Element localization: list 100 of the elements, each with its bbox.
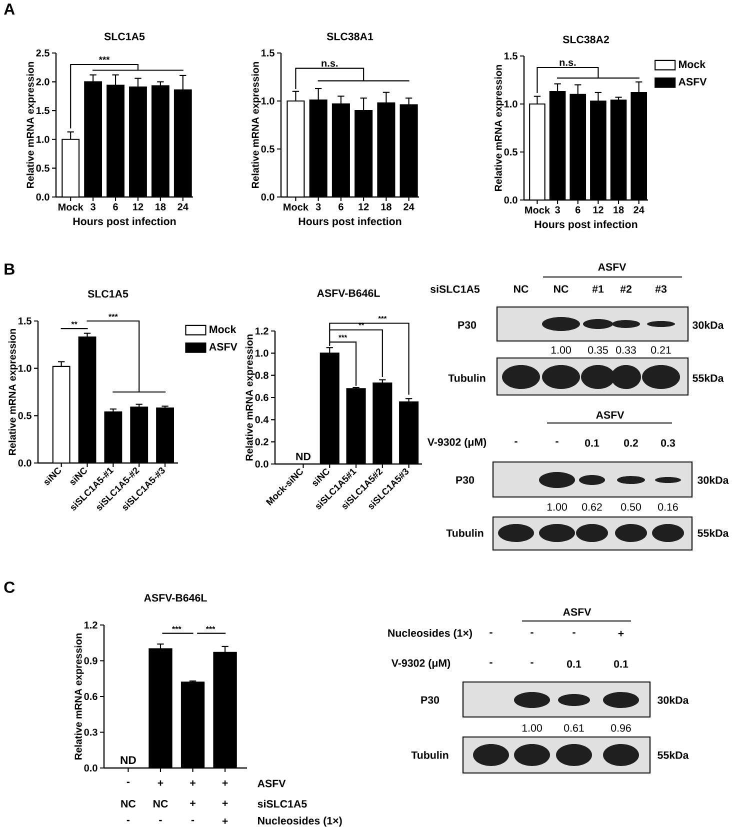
y-axis-title: Relative mRNA expression — [26, 62, 36, 188]
text: Tubulin — [448, 374, 486, 382]
text: siSLC1A5 — [258, 800, 307, 808]
y-tick-label: 1.0 — [36, 136, 50, 143]
x-tick-label: Mock — [525, 206, 550, 214]
text: siSLC1A5 — [430, 285, 480, 293]
text: - — [126, 820, 130, 822]
text: + — [222, 818, 228, 824]
x-tick-label: 3 — [90, 203, 96, 210]
text: #1 — [592, 285, 604, 293]
annotation: ** — [71, 321, 78, 324]
y-tick-label: 0.2 — [255, 438, 268, 446]
y-tick-label: 0.8 — [255, 372, 268, 379]
y-tick-label: 2.0 — [36, 78, 50, 86]
x-tick-label: 24 — [634, 206, 644, 214]
text: Nucleosides (1×) — [258, 816, 342, 827]
text: NC — [554, 285, 568, 293]
y-axis-title: Relative mRNA expression — [494, 65, 504, 191]
y-tick-label: 1.2 — [255, 328, 268, 334]
text: - — [490, 632, 492, 634]
annotation: *** — [206, 626, 216, 630]
y-tick-label: 0.0 — [18, 459, 32, 467]
text: NC — [514, 285, 528, 293]
annotation: ND — [120, 756, 136, 764]
text: 30kDa — [692, 321, 724, 329]
text: 0.3 — [661, 439, 676, 447]
text: - — [556, 441, 558, 443]
y-tick-label: 1.0 — [18, 364, 32, 372]
text: 0.21 — [651, 346, 671, 354]
x-tick-label: 3 — [316, 203, 321, 210]
text: B — [4, 264, 14, 275]
x-tick-label: 12 — [593, 206, 604, 214]
x-tick-label: Mock — [58, 203, 84, 211]
text: - — [530, 662, 534, 664]
annotation: ND — [296, 452, 310, 460]
annotation: *** — [172, 626, 182, 630]
y-tick-label: 0.3 — [84, 728, 98, 736]
text: + — [222, 800, 228, 806]
text: V-9302 (μM) — [391, 659, 450, 669]
chart-title: SLC1A5 — [104, 32, 145, 40]
text: #3 — [655, 285, 667, 293]
y-tick-label: 1.5 — [18, 318, 32, 324]
text: 0.1 — [614, 660, 628, 668]
text: + — [618, 630, 624, 636]
y-tick-label: 2.5 — [36, 49, 50, 57]
text: NC — [121, 800, 136, 808]
text: 55kDa — [658, 751, 689, 759]
text: P30 — [421, 696, 440, 704]
chart-title: SLC38A2 — [562, 36, 609, 44]
y-tick-label: 0.4 — [255, 416, 269, 424]
text: 1.00 — [522, 724, 542, 732]
legend-label: Mock — [210, 325, 236, 334]
text: 1.00 — [551, 346, 571, 354]
text: #2 — [620, 285, 632, 293]
legend-label: ASFV — [678, 78, 707, 86]
x-tick-label: 18 — [156, 203, 166, 210]
y-tick-label: 0.0 — [36, 193, 50, 201]
legend-label: Mock — [679, 60, 706, 68]
y-tick-label: 0.6 — [84, 692, 98, 700]
y-tick-label: 0.0 — [255, 460, 268, 468]
x-axis-title: Hours post infection — [534, 220, 638, 230]
text: P30 — [458, 321, 476, 329]
text: Tubulin — [446, 529, 484, 537]
y-tick-label: 0.5 — [18, 412, 32, 420]
y-tick-label: 0.9 — [84, 657, 98, 664]
text: 0.50 — [621, 503, 641, 511]
text: + — [190, 780, 196, 786]
text: 0.16 — [658, 503, 678, 511]
chart-title: ASFV-B646L — [144, 594, 207, 602]
x-tick-label: 12 — [358, 203, 369, 210]
text: 30kDa — [698, 476, 729, 484]
y-tick-label: 1.0 — [261, 97, 274, 105]
text: ASFV — [596, 411, 624, 419]
annotation: *** — [98, 56, 110, 60]
y-axis-title: Relative mRNA expression — [74, 634, 84, 760]
text: *** — [108, 314, 118, 317]
text: Tubulin — [411, 751, 448, 759]
x-tick-label: 12 — [133, 203, 144, 210]
text: - — [530, 632, 534, 634]
text: Nucleosides (1×) — [388, 629, 472, 639]
text: C — [4, 582, 15, 593]
chart-title: SLC38A1 — [326, 32, 374, 40]
y-tick-label: 0.0 — [84, 764, 98, 772]
x-tick-label: 18 — [381, 203, 392, 210]
text: 0.62 — [582, 503, 602, 511]
text: 0.2 — [624, 439, 638, 447]
text: 1.00 — [547, 503, 567, 511]
text: 0.96 — [611, 724, 631, 732]
x-axis-title: Hours post infection — [73, 217, 176, 228]
text: - — [572, 632, 576, 634]
y-axis-title: Relative mRNA expression — [8, 329, 18, 455]
x-tick-label: 24 — [404, 203, 414, 210]
x-tick-label: 6 — [113, 203, 118, 210]
text: A — [4, 4, 15, 15]
y-tick-label: 0.0 — [504, 196, 518, 204]
text: + — [222, 780, 228, 786]
y-tick-label: 0.5 — [504, 148, 518, 156]
text: ASFV — [598, 263, 626, 271]
text: - — [191, 820, 194, 822]
y-tick-label: 1.0 — [255, 350, 268, 357]
